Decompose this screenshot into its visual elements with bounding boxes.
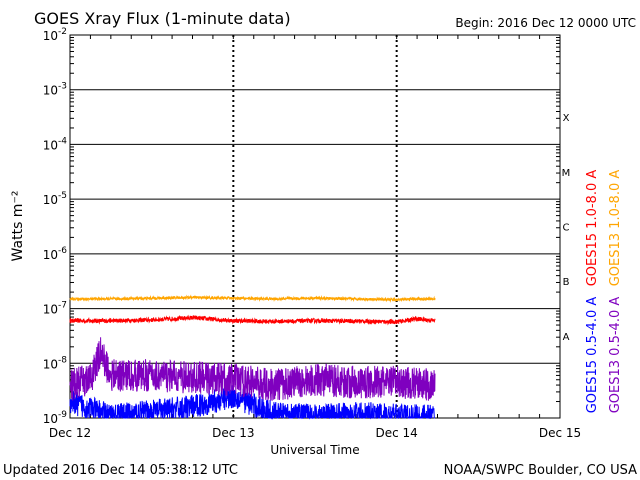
x-axis-label: Universal Time (270, 443, 359, 457)
legend-entry: GOES13 1.0-8.0 A (608, 170, 623, 287)
legend-entry: GOES13 0.5-4.0 A (608, 297, 623, 414)
y-tick-label: 10-7 (43, 301, 67, 317)
series-line (69, 337, 436, 401)
flare-class-a: A (563, 332, 570, 343)
legend: GOES15 1.0-8.0 A GOES13 1.0-8.0 A GOES15 0… (585, 170, 623, 414)
y-tick-label: 10-5 (43, 191, 67, 207)
series-line (69, 314, 436, 326)
y-tick-labels: 10-9 10-8 10-7 10-6 10-5 10-4 10-3 10-2 (43, 27, 68, 426)
series-line (69, 294, 436, 303)
updated-timestamp: Updated 2016 Dec 14 05:38:12 UTC (3, 463, 238, 478)
y-tick-label: 10-9 (43, 410, 68, 426)
y-tick-label: 10-6 (43, 246, 68, 262)
flare-class-x: X (563, 113, 570, 124)
flare-class-m: M (562, 168, 571, 179)
x-tick-labels: Dec 12 Dec 13 Dec 14 Dec 15 (49, 426, 581, 440)
x-tick-label: Dec 12 (49, 426, 91, 440)
y-tick-label: 10-8 (43, 355, 68, 371)
y-tick-label: 10-2 (43, 27, 67, 43)
legend-entry: GOES15 0.5-4.0 A (585, 297, 600, 414)
legend-entry: GOES15 1.0-8.0 A (585, 170, 600, 287)
x-tick-label: Dec 15 (539, 426, 581, 440)
x-tick-label: Dec 14 (376, 426, 418, 440)
series-layer (69, 294, 436, 420)
grid-layer (70, 35, 560, 418)
y-tick-label: 10-3 (43, 82, 67, 98)
plot-frame (69, 34, 561, 419)
flare-class-b: B (563, 277, 570, 288)
begin-date-label: Begin: 2016 Dec 12 0000 UTC (455, 16, 636, 30)
chart-title: GOES Xray Flux (1-minute data) (34, 9, 291, 28)
y-axis-label: Watts m⁻² (10, 191, 26, 262)
series-line (69, 385, 435, 420)
y-tick-label: 10-4 (43, 136, 68, 152)
flare-class-labels: A B C M X (562, 113, 571, 343)
credit-label: NOAA/SWPC Boulder, CO USA (444, 463, 637, 478)
x-tick-label: Dec 13 (212, 426, 254, 440)
flare-class-c: C (563, 223, 570, 234)
